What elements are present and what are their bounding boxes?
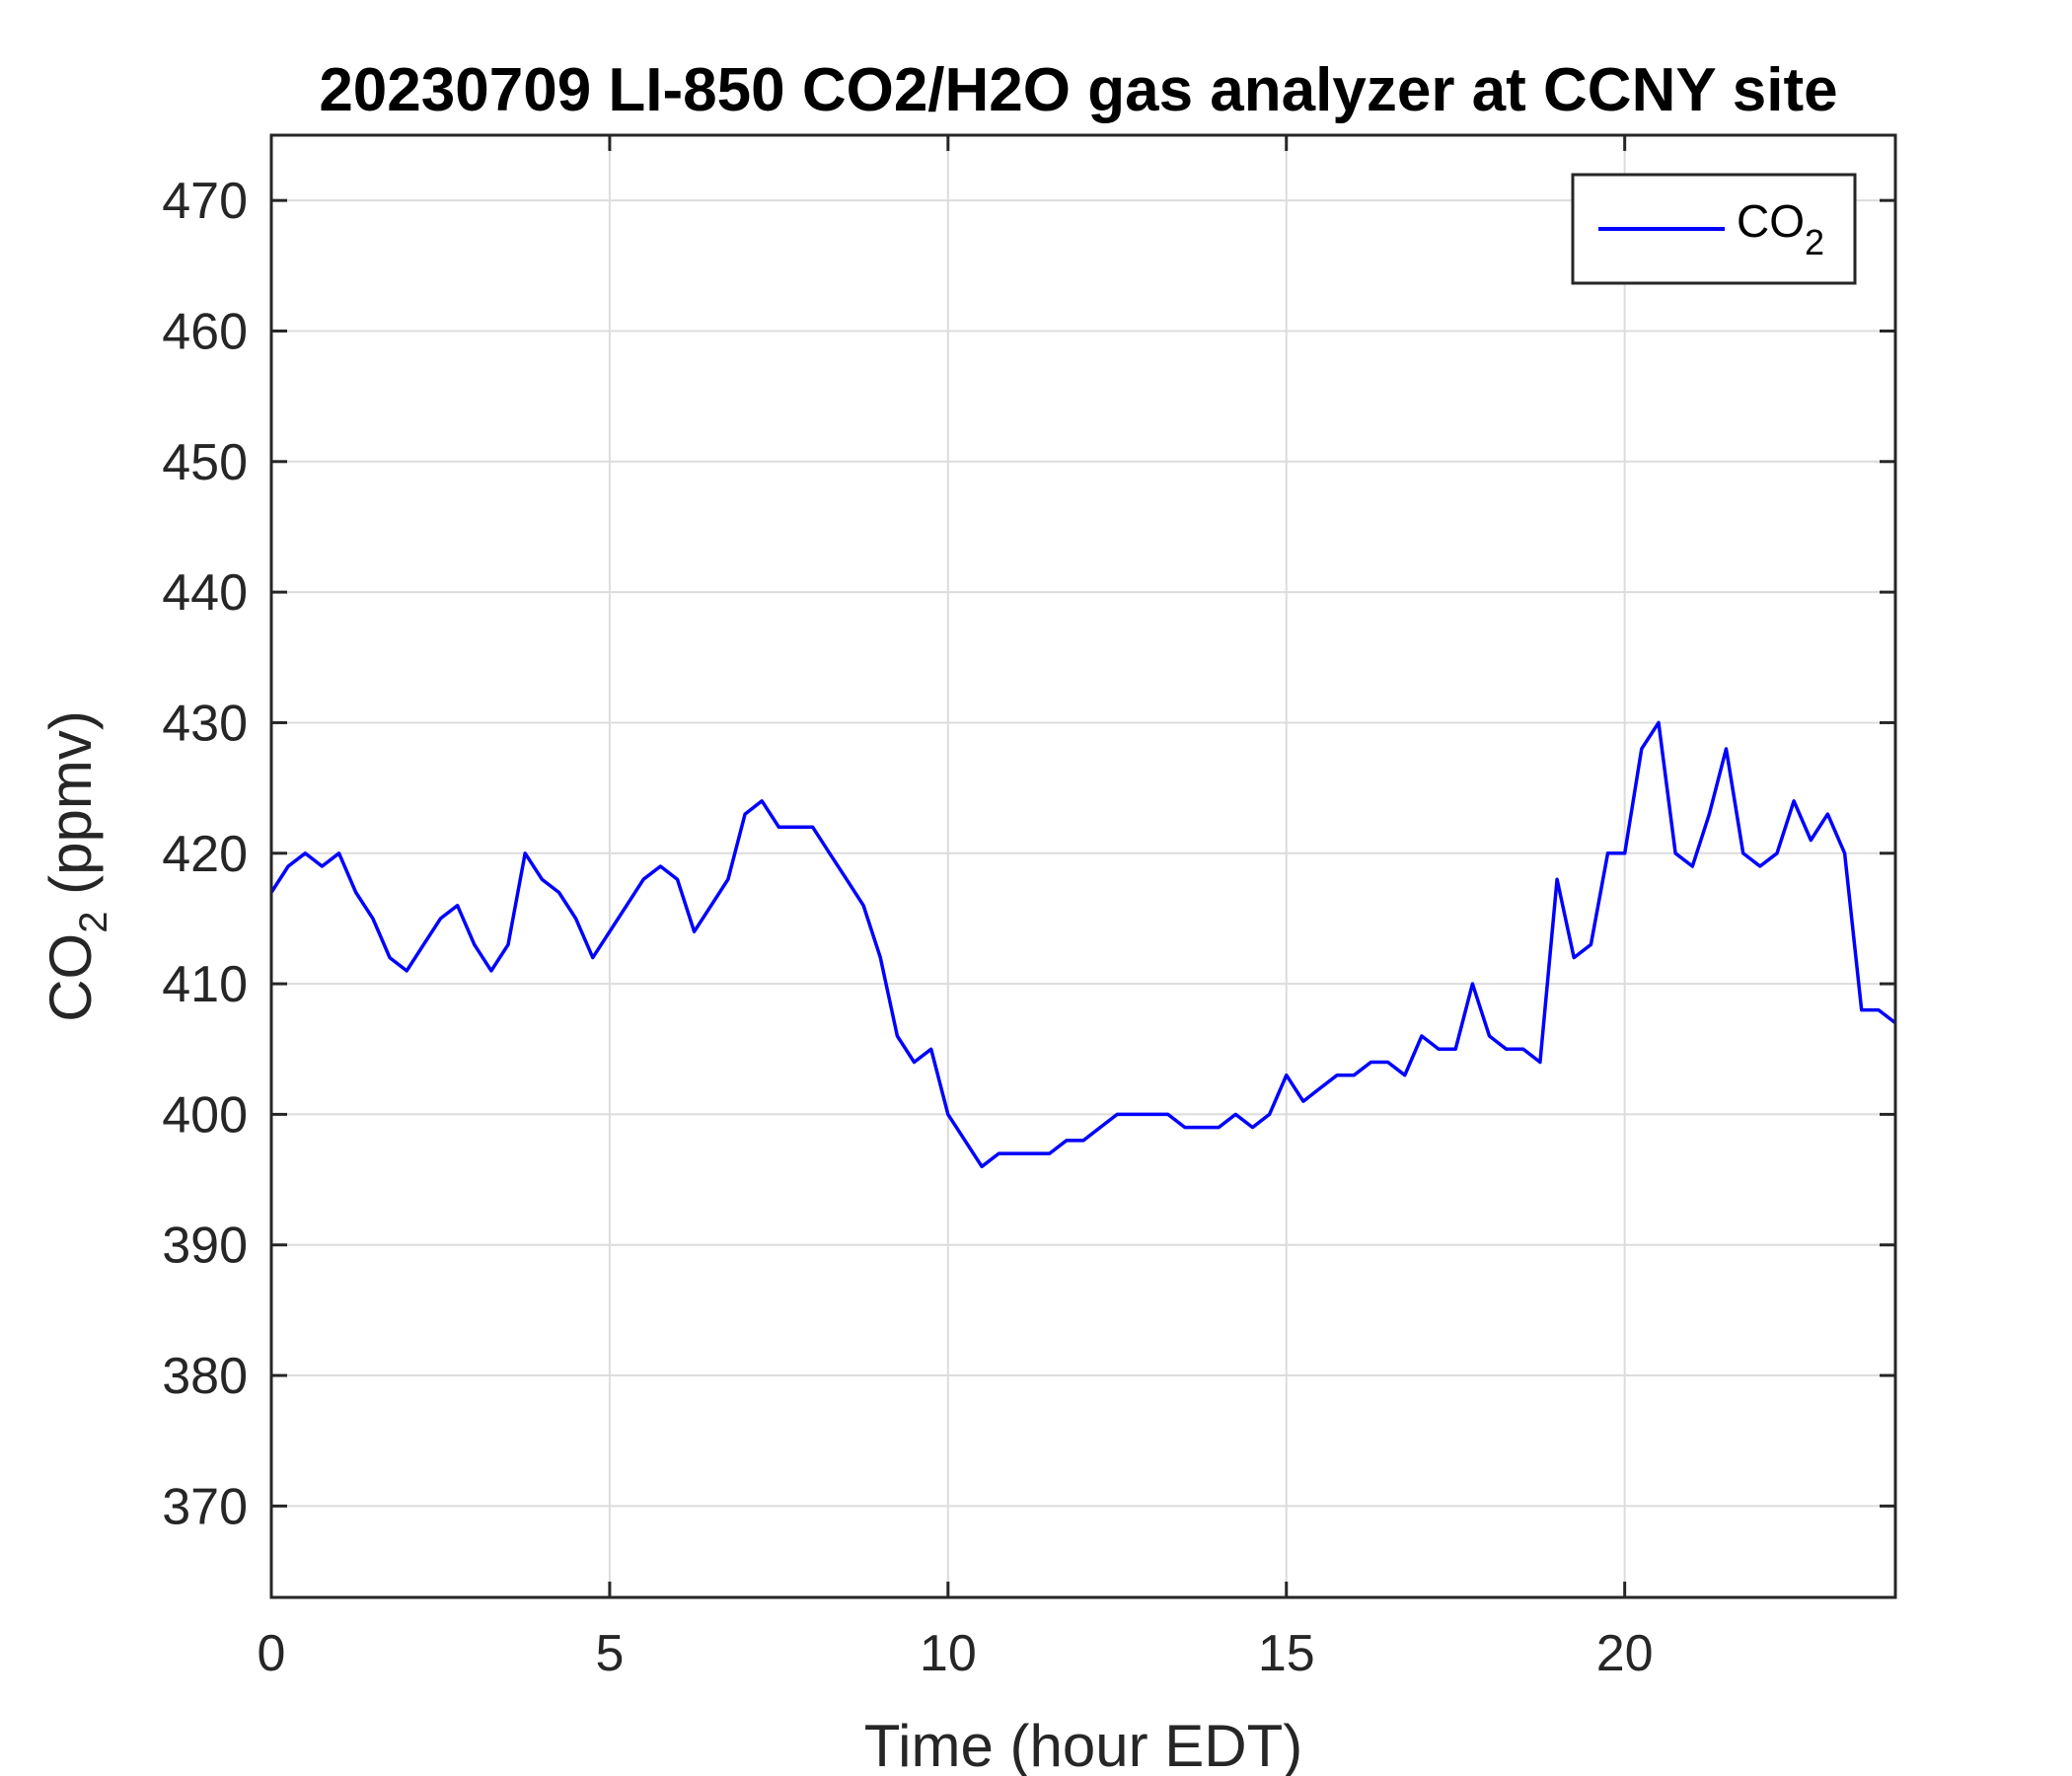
y-tick-label: 470	[162, 173, 248, 230]
y-axis-label: CO2 (ppmv)	[37, 710, 115, 1022]
y-tick-label: 450	[162, 434, 248, 491]
y-tick-label: 390	[162, 1218, 248, 1275]
axis-ticks	[269, 135, 1895, 1597]
legend-label-subscript: 2	[1805, 222, 1824, 262]
x-tick-label: 5	[595, 1625, 624, 1682]
y-tick-labels: 370 380 390 400 410 420 430 440 450 460 470	[162, 173, 248, 1535]
y-tick-label: 370	[162, 1478, 248, 1535]
y-axis-label-subscript: 2	[72, 912, 115, 933]
y-tick-label: 410	[162, 956, 248, 1013]
x-tick-labels: 0 5 10 15 20	[258, 1625, 1654, 1682]
x-tick-label: 10	[920, 1625, 977, 1682]
y-tick-label: 440	[162, 564, 248, 622]
legend-label-main: CO	[1737, 195, 1805, 247]
legend-entry-co2: CO2	[1737, 195, 1824, 262]
y-tick-label: 460	[162, 303, 248, 360]
y-axis-label-main: CO	[37, 933, 104, 1022]
y-tick-label: 420	[162, 826, 248, 883]
y-tick-label: 380	[162, 1348, 248, 1405]
x-tick-label: 20	[1596, 1625, 1654, 1682]
legend: CO2	[1571, 173, 1857, 285]
y-tick-label: 430	[162, 695, 248, 752]
series-lines	[269, 720, 1897, 1169]
series-line-co2	[269, 720, 1897, 1169]
y-axis-label-unit: (ppmv)	[37, 710, 104, 911]
x-tick-label: 15	[1258, 1625, 1315, 1682]
chart-title: 20230709 LI-850 CO2/H2O gas analyzer at …	[319, 56, 1837, 124]
y-tick-label: 400	[162, 1086, 248, 1144]
x-tick-label: 0	[258, 1625, 286, 1682]
plot-area-frame	[269, 133, 1897, 1599]
x-axis-label: Time (hour EDT)	[864, 1713, 1303, 1776]
